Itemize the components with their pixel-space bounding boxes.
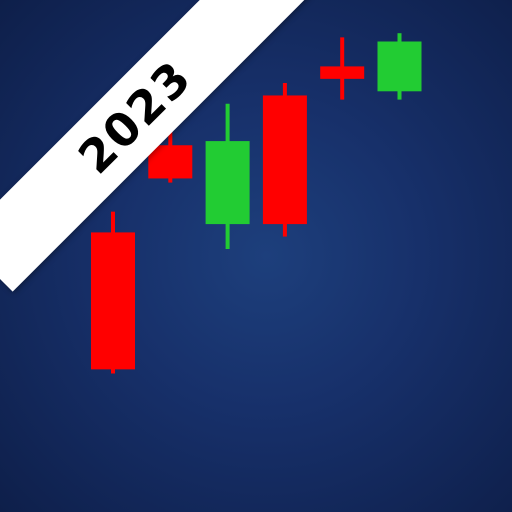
candle-body-5 [320, 66, 365, 79]
candle-body-1 [91, 232, 135, 370]
candle-body-6 [377, 41, 422, 92]
candle-body-3 [205, 141, 250, 225]
candle-body-4 [262, 95, 307, 225]
candle-body-2 [148, 145, 193, 179]
